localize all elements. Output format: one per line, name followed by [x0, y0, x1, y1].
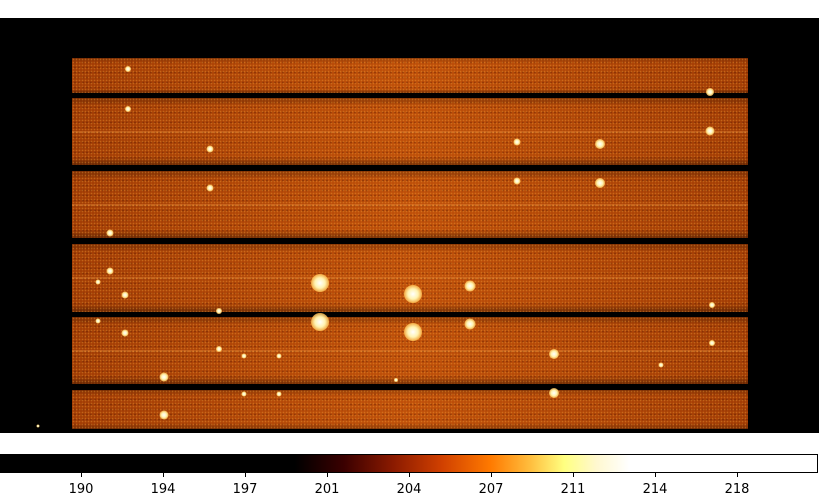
detector-strip — [72, 171, 748, 238]
detector-strip — [72, 390, 748, 429]
colorbar-tick-label: 218 — [724, 482, 750, 497]
star — [216, 346, 222, 352]
colorbar-tick-label: 204 — [396, 482, 422, 497]
detector-strip — [72, 98, 748, 165]
star — [276, 353, 282, 359]
detector-strip — [72, 58, 748, 93]
detector-strip — [72, 244, 748, 312]
star — [705, 126, 715, 136]
star — [706, 88, 714, 96]
star — [216, 308, 222, 314]
star — [394, 378, 398, 382]
star — [125, 106, 131, 112]
star — [95, 279, 101, 285]
colorbar — [0, 454, 818, 473]
star — [549, 349, 559, 359]
star — [658, 362, 664, 368]
star — [464, 280, 476, 292]
star — [159, 372, 169, 382]
star — [513, 177, 521, 185]
colorbar-tick-label: 207 — [478, 482, 504, 497]
star — [513, 138, 521, 146]
star — [95, 318, 101, 324]
colorbar-tick-label: 194 — [150, 482, 176, 497]
star — [125, 66, 131, 72]
star — [311, 313, 329, 331]
star — [709, 340, 715, 346]
star — [121, 291, 129, 299]
star — [404, 323, 422, 341]
star — [464, 318, 476, 330]
colorbar-tick-label: 201 — [314, 482, 340, 497]
star — [206, 184, 214, 192]
star — [549, 388, 559, 398]
colorbar-tick-label: 211 — [560, 482, 586, 497]
star — [595, 139, 605, 149]
star — [241, 353, 247, 359]
star — [106, 267, 114, 275]
star — [311, 274, 329, 292]
star — [121, 329, 129, 337]
colorbar-tick-label: 190 — [68, 482, 94, 497]
star — [595, 178, 605, 188]
star — [159, 410, 169, 420]
colorbar-tick-label: 214 — [642, 482, 668, 497]
star — [36, 424, 40, 428]
star — [241, 391, 247, 397]
star — [276, 391, 282, 397]
star — [404, 285, 422, 303]
star — [206, 145, 214, 153]
ccd-mosaic-image — [0, 18, 819, 433]
star — [709, 302, 715, 308]
detector-strip — [72, 317, 748, 384]
colorbar-tick-label: 197 — [232, 482, 258, 497]
star — [106, 229, 114, 237]
